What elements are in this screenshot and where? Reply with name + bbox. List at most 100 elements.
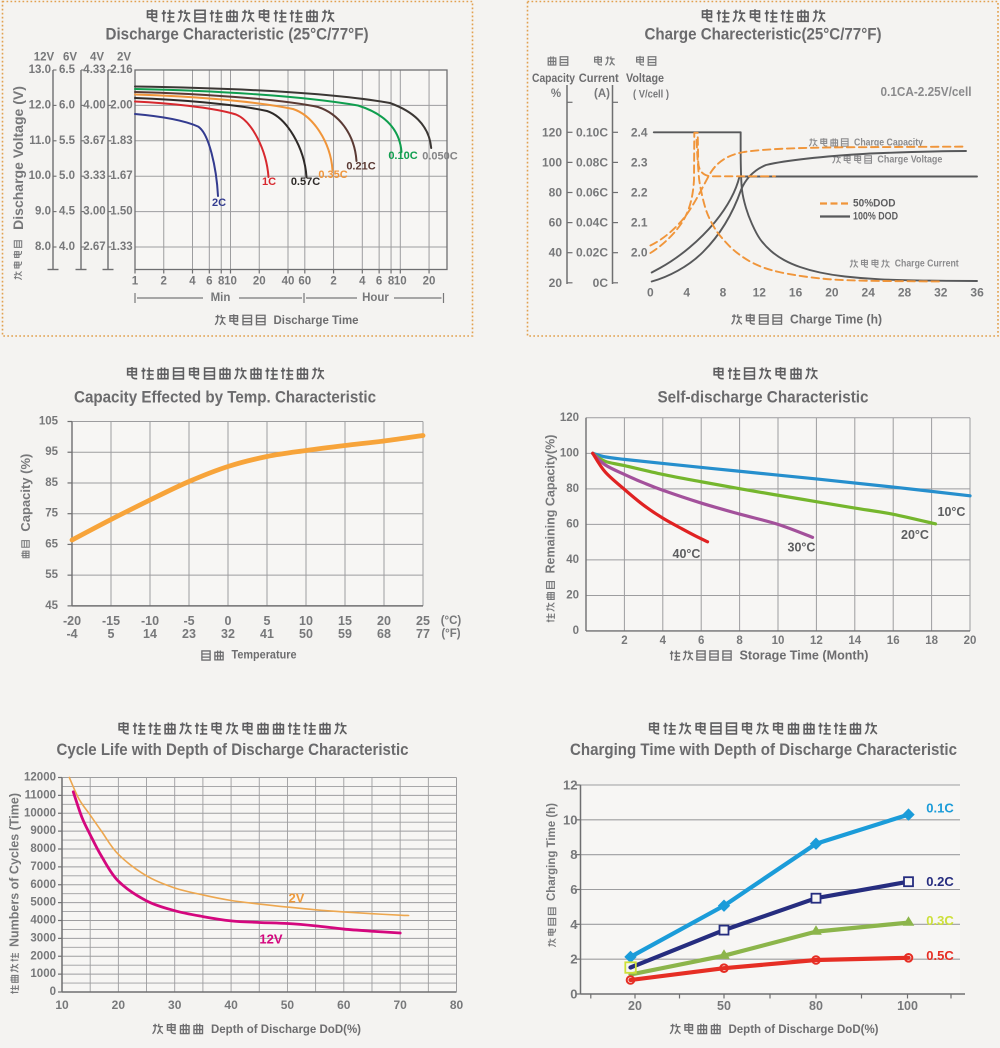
svg-text:20: 20 [566,589,579,601]
svg-text:6: 6 [376,276,382,288]
svg-text:20: 20 [423,276,436,288]
svg-text:4: 4 [189,276,196,288]
svg-text:Charge Time (h): Charge Time (h) [790,313,882,327]
svg-text:1.83: 1.83 [110,135,132,147]
svg-text:Capacity (%): Capacity (%) [18,454,33,532]
svg-text:Discharge Voltage (V): Discharge Voltage (V) [10,86,26,230]
svg-text:0C: 0C [593,276,609,290]
svg-text:32: 32 [221,627,235,641]
svg-text:20: 20 [825,286,839,300]
svg-text:100: 100 [897,999,918,1013]
svg-text:85: 85 [45,477,58,489]
svg-text:100% DOD: 100% DOD [853,211,898,223]
svg-text:5: 5 [108,627,115,641]
svg-text:1: 1 [132,276,139,288]
svg-text:2.16: 2.16 [110,64,132,76]
svg-text:Depth of Discharge DoD(%): Depth of Discharge DoD(%) [211,1022,361,1036]
svg-text:Depth of Discharge DoD(%): Depth of Discharge DoD(%) [729,1022,879,1036]
svg-text:60: 60 [337,998,351,1012]
svg-text:Numbers of Cycles (Time): Numbers of Cycles (Time) [8,793,22,947]
svg-text:77: 77 [416,627,430,641]
svg-text:2: 2 [161,276,167,288]
svg-text:4: 4 [359,276,366,288]
svg-text:40: 40 [224,998,238,1012]
svg-text:70: 70 [393,998,407,1012]
svg-text:20: 20 [964,635,977,647]
svg-text:0.21C: 0.21C [346,161,375,173]
svg-text:0.5C: 0.5C [926,948,954,963]
svg-text:10: 10 [563,812,577,827]
svg-text:0.1CA-2.25V/cell: 0.1CA-2.25V/cell [881,85,972,99]
svg-text:0.57C: 0.57C [291,176,320,188]
svg-text:Charging Time (h): Charging Time (h) [546,803,558,901]
svg-text:45: 45 [45,600,58,612]
svg-text:100: 100 [542,155,562,169]
svg-text:-10: -10 [141,614,159,628]
svg-text:65: 65 [45,538,58,550]
svg-text:15: 15 [338,614,352,628]
svg-text:7000: 7000 [30,861,56,873]
svg-text:2000: 2000 [30,950,56,962]
svg-text:9000: 9000 [30,825,56,837]
svg-text:20: 20 [549,276,563,290]
svg-text:6.0: 6.0 [59,99,75,111]
svg-text:20: 20 [377,614,391,628]
svg-text:4: 4 [570,917,578,932]
svg-text:Capacity: Capacity [532,71,575,85]
svg-text:0.1C: 0.1C [926,801,954,816]
svg-text:6000: 6000 [30,879,56,891]
svg-text:12.0: 12.0 [29,99,51,111]
svg-text:1.67: 1.67 [110,170,132,182]
svg-text:95: 95 [45,446,58,458]
svg-text:60: 60 [549,216,563,230]
svg-text:4.5: 4.5 [59,206,76,218]
svg-text:8: 8 [570,847,577,862]
svg-text:14: 14 [143,627,157,641]
svg-text:24: 24 [862,286,876,300]
svg-text:55: 55 [45,569,58,581]
svg-text:20: 20 [628,999,642,1013]
svg-text:10.0: 10.0 [29,170,51,182]
svg-text:2.3: 2.3 [631,155,648,169]
svg-text:30: 30 [168,998,182,1012]
svg-text:11.0: 11.0 [29,135,51,147]
svg-text:0.2C: 0.2C [926,874,954,889]
svg-text:40: 40 [566,554,579,566]
svg-text:10: 10 [299,614,313,628]
svg-text:4000: 4000 [30,915,56,927]
svg-text:32: 32 [934,286,948,300]
svg-text:8: 8 [720,286,727,300]
svg-text:80: 80 [809,999,823,1013]
svg-text:10°C: 10°C [938,505,966,519]
svg-text:-5: -5 [183,614,194,628]
svg-text:2: 2 [330,276,336,288]
svg-text:105: 105 [39,416,59,428]
svg-text:0: 0 [573,625,579,637]
svg-text:20: 20 [253,276,266,288]
svg-text:120: 120 [542,125,562,139]
svg-text:80: 80 [450,998,464,1012]
svg-text:Charge Voltage: Charge Voltage [877,154,942,166]
svg-text:0.3C: 0.3C [926,913,954,928]
svg-text:80: 80 [566,483,579,495]
svg-text:50: 50 [299,627,313,641]
svg-text:9.0: 9.0 [35,206,51,218]
svg-text:40: 40 [282,276,295,288]
svg-text:12V: 12V [34,52,55,64]
svg-text:1.50: 1.50 [110,206,132,218]
svg-text:2.00: 2.00 [110,99,132,111]
svg-text:12: 12 [810,635,823,647]
svg-text:0: 0 [570,986,577,1001]
svg-text:Current: Current [579,71,619,85]
svg-text:50: 50 [281,998,295,1012]
svg-text:10: 10 [224,276,237,288]
svg-text:2.0: 2.0 [631,246,648,260]
svg-text:1.33: 1.33 [110,241,132,253]
svg-text:0: 0 [647,286,654,300]
svg-text:75: 75 [45,508,58,520]
svg-text:100: 100 [560,447,579,459]
svg-text:6: 6 [698,635,704,647]
svg-text:10000: 10000 [24,807,56,819]
svg-text:12: 12 [753,286,767,300]
svg-text:(°F): (°F) [441,628,460,640]
